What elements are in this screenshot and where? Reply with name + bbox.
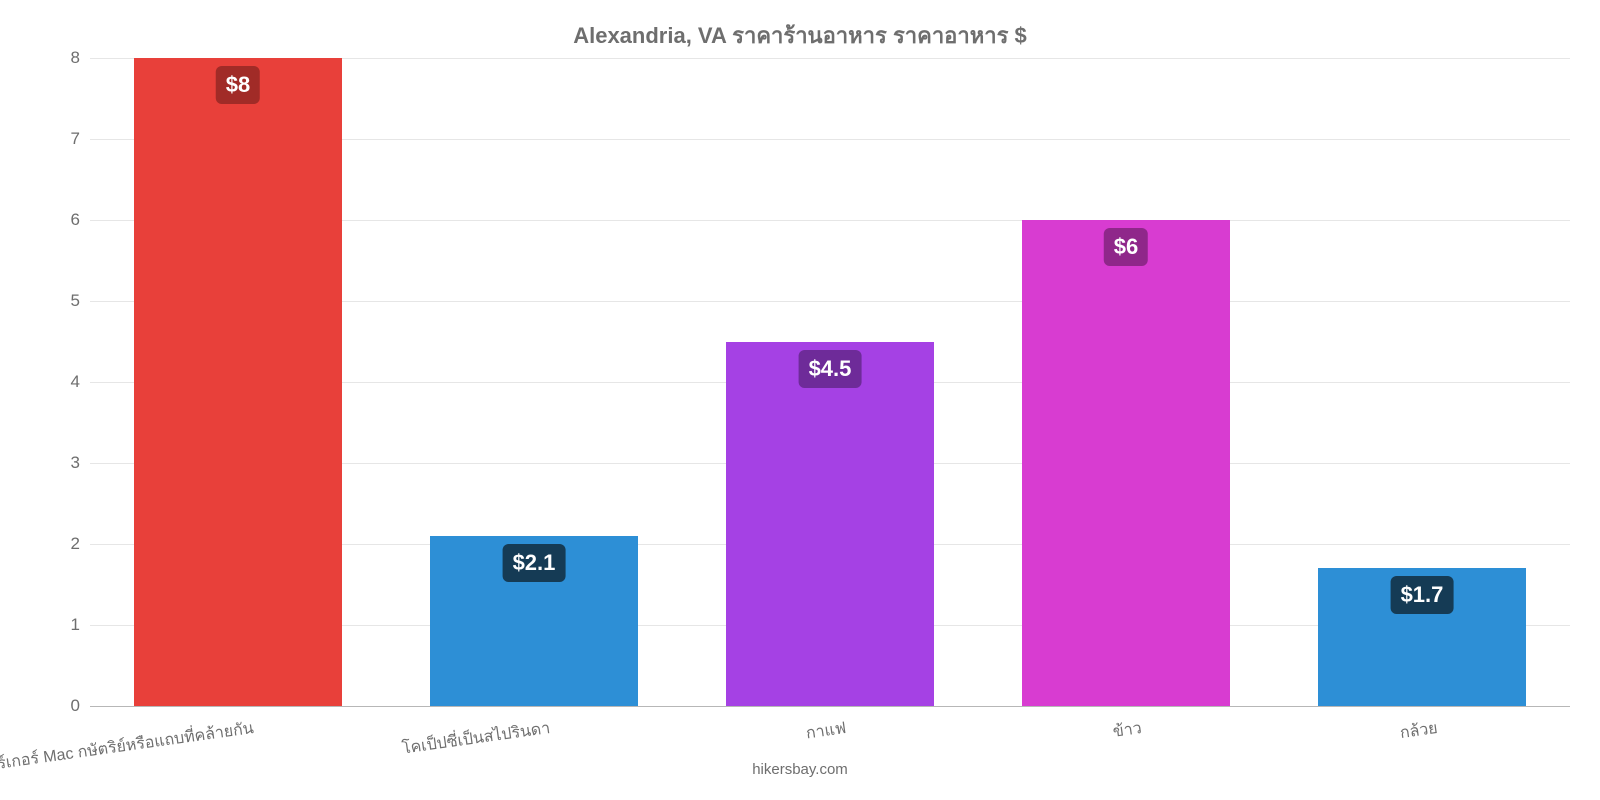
- bar: $2.1: [430, 536, 637, 706]
- bar: $4.5: [726, 342, 933, 707]
- y-tick-label: 1: [71, 615, 90, 635]
- y-tick-label: 8: [71, 48, 90, 68]
- x-tick-label: กาแฟ: [804, 716, 847, 746]
- value-badge: $2.1: [503, 544, 566, 582]
- bar: $8: [134, 58, 341, 706]
- x-tick-label: ข้าว: [1111, 716, 1143, 745]
- y-tick-label: 0: [71, 696, 90, 716]
- price-bar-chart: Alexandria, VA ราคาร้านอาหาร ราคาอาหาร $…: [0, 0, 1600, 800]
- value-badge: $1.7: [1391, 576, 1454, 614]
- value-badge: $6: [1104, 228, 1148, 266]
- value-badge: $8: [216, 66, 260, 104]
- y-tick-label: 4: [71, 372, 90, 392]
- x-tick-label: โคเป็ปซี่เป็นสไปรินดา: [400, 716, 551, 762]
- bar: $6: [1022, 220, 1229, 706]
- y-tick-label: 7: [71, 129, 90, 149]
- plot-area: 012345678$8เบอร์เกอร์ Mac กษัตริย์หรือแถ…: [90, 58, 1570, 706]
- y-tick-label: 5: [71, 291, 90, 311]
- y-tick-label: 2: [71, 534, 90, 554]
- baseline: [90, 706, 1570, 707]
- y-tick-label: 3: [71, 453, 90, 473]
- bar: $1.7: [1318, 568, 1525, 706]
- chart-title: Alexandria, VA ราคาร้านอาหาร ราคาอาหาร $: [0, 18, 1600, 53]
- x-tick-label: กล้วย: [1399, 716, 1440, 746]
- chart-credit: hikersbay.com: [0, 761, 1600, 778]
- value-badge: $4.5: [799, 350, 862, 388]
- y-tick-label: 6: [71, 210, 90, 230]
